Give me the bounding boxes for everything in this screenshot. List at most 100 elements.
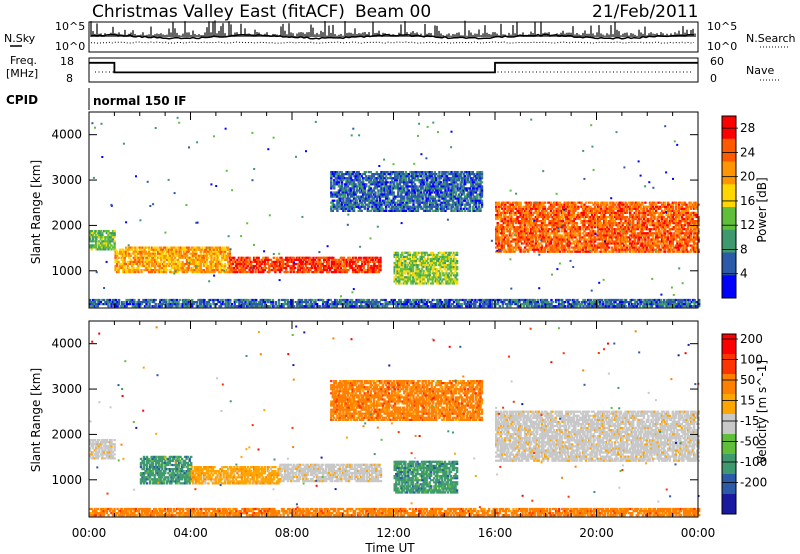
data-cell <box>324 269 327 272</box>
data-cell <box>295 262 298 266</box>
data-cell <box>199 250 202 253</box>
data-cell <box>545 209 548 212</box>
data-cell <box>467 195 470 198</box>
data-cell <box>422 203 426 206</box>
data-cell <box>403 189 406 192</box>
data-cell <box>442 274 445 277</box>
data-cell <box>461 185 464 188</box>
data-cell <box>447 187 450 190</box>
data-cell <box>430 177 433 180</box>
data-cell <box>435 207 438 210</box>
data-cell <box>427 199 430 202</box>
data-cell <box>495 205 498 208</box>
data-cell <box>496 230 499 233</box>
data-cell <box>480 171 484 174</box>
data-cell <box>210 260 213 263</box>
data-cell <box>429 209 432 212</box>
data-cell <box>161 250 164 253</box>
data-cell <box>154 246 157 249</box>
freq-label: Freq. <box>10 54 37 67</box>
data-cell <box>565 244 568 247</box>
data-cell <box>312 258 315 261</box>
data-cell <box>357 195 360 198</box>
data-cell <box>359 179 362 182</box>
data-cell <box>132 252 135 255</box>
data-cell <box>102 230 106 233</box>
data-cell <box>450 205 453 208</box>
data-cell <box>432 179 435 182</box>
data-cell <box>403 175 406 178</box>
data-cell <box>272 266 276 270</box>
data-cell <box>502 238 505 241</box>
data-cell <box>439 259 442 263</box>
data-cell <box>453 183 456 186</box>
data-cell <box>295 258 298 261</box>
data-cell <box>549 213 553 217</box>
data-cell <box>502 217 505 221</box>
data-cell <box>394 173 397 176</box>
data-cell <box>438 187 441 190</box>
data-cell <box>161 256 164 259</box>
data-cell <box>379 264 382 268</box>
data-cell <box>424 257 427 261</box>
data-cell <box>446 251 450 254</box>
data-cell <box>301 271 304 274</box>
data-cell <box>443 268 447 271</box>
data-cell <box>584 234 588 237</box>
data-cell <box>543 201 547 204</box>
data-cell <box>452 272 456 275</box>
data-cell <box>429 181 432 184</box>
data-cell <box>210 256 213 259</box>
data-cell <box>578 250 582 253</box>
data-cell <box>501 242 504 245</box>
data-cell <box>306 260 309 263</box>
data-cell <box>284 264 288 268</box>
data-cell <box>542 250 545 253</box>
data-cell <box>517 246 521 249</box>
data-cell <box>179 246 183 249</box>
data-cell <box>514 240 518 243</box>
data-cell <box>409 185 412 188</box>
data-cell <box>418 181 421 184</box>
data-cell <box>581 222 585 225</box>
data-cell <box>164 256 167 259</box>
data-cell <box>417 268 421 271</box>
data-cell <box>495 230 498 233</box>
data-cell <box>231 271 234 274</box>
data-cell <box>448 266 451 269</box>
data-cell <box>337 189 341 192</box>
data-cell <box>461 187 464 190</box>
data-cell <box>355 177 359 180</box>
data-cell <box>419 251 422 254</box>
data-cell <box>422 175 426 178</box>
data-cell <box>333 195 336 198</box>
data-cell <box>192 260 195 263</box>
data-cell <box>577 244 580 247</box>
data-cell <box>525 232 528 235</box>
data-cell <box>386 173 389 176</box>
data-cell <box>404 268 407 271</box>
data-cell <box>554 238 557 241</box>
data-cell <box>436 199 439 202</box>
data-cell <box>558 205 562 208</box>
data-cell <box>105 236 109 239</box>
data-cell <box>339 171 342 174</box>
data-cell <box>303 271 306 274</box>
data-cell <box>551 226 554 229</box>
data-cell <box>507 226 510 229</box>
data-cell <box>330 187 333 190</box>
data-cell <box>394 195 397 198</box>
data-cell <box>126 250 129 253</box>
data-cell <box>537 230 540 233</box>
data-cell <box>519 211 522 214</box>
data-cell <box>246 256 250 259</box>
data-cell <box>583 242 586 245</box>
data-cell <box>589 246 592 249</box>
data-cell <box>549 222 553 225</box>
data-cell <box>128 252 131 255</box>
data-cell <box>143 246 146 249</box>
data-cell <box>348 258 352 261</box>
data-cell <box>410 183 414 186</box>
data-cell <box>196 269 199 272</box>
data-cell <box>549 220 553 223</box>
